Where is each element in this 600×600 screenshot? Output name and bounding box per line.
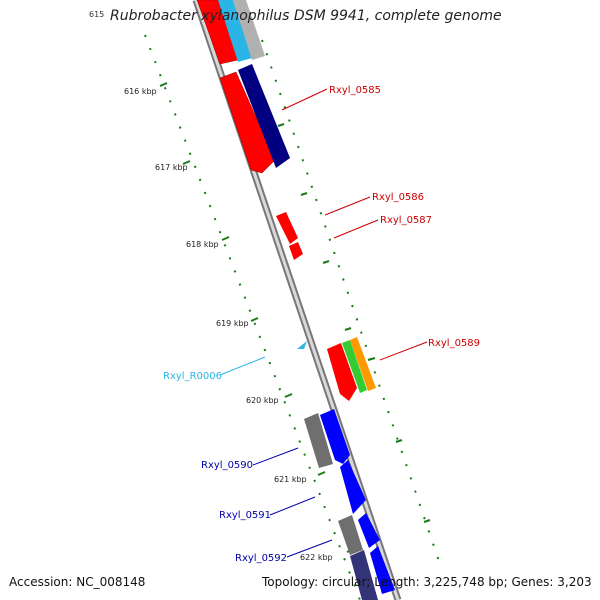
gene-rxyl-0585-navy[interactable] xyxy=(238,64,290,168)
accession-text: Accession: NC_008148 xyxy=(9,575,146,589)
gene-rxyl-0589-green[interactable] xyxy=(342,340,367,393)
gene-label-rxyl-r0006[interactable]: Rxyl_R0006 xyxy=(163,371,222,382)
gene-block-top-gray[interactable] xyxy=(233,0,265,60)
gene-bottom-navy[interactable] xyxy=(350,550,378,600)
corner-tick-label: 615 xyxy=(89,10,105,19)
gene-label-rxyl-0590[interactable]: Rxyl_0590 xyxy=(201,460,253,471)
kbp-label-620: 620 kbp xyxy=(246,396,279,405)
gene-label-rxyl-0586[interactable]: Rxyl_0586 xyxy=(372,192,424,203)
gene-rxyl-0589-red[interactable] xyxy=(327,343,357,401)
gene-label-rxyl-0587[interactable]: Rxyl_0587 xyxy=(380,215,432,226)
gene-rxyl-0587[interactable] xyxy=(289,242,303,260)
gene-rxyl-0589-orange[interactable] xyxy=(350,337,376,391)
gene-label-rxyl-0589[interactable]: Rxyl_0589 xyxy=(428,338,480,349)
inner-major-ticks xyxy=(277,123,431,523)
gene-block-top-cyan[interactable] xyxy=(218,0,252,62)
kbp-label-618: 618 kbp xyxy=(186,240,219,249)
kbp-label-616: 616 kbp xyxy=(124,87,157,96)
major-ticks xyxy=(159,82,355,553)
kbp-label-619: 619 kbp xyxy=(216,319,249,328)
gene-rxyl-0592-gray[interactable] xyxy=(338,515,363,555)
gene-label-rxyl-0592[interactable]: Rxyl_0592 xyxy=(235,553,287,564)
gene-rxyl-0586[interactable] xyxy=(276,212,298,244)
gene-rxyl-0590-gray[interactable] xyxy=(304,413,333,468)
gene-rxyl-0592-blue-b[interactable] xyxy=(370,546,395,594)
gene-rxyl-0592-blue-a[interactable] xyxy=(358,513,380,548)
gene-label-rxyl-0585[interactable]: Rxyl_0585 xyxy=(329,85,381,96)
leader-lines xyxy=(219,88,428,558)
genome-title: Rubrobacter xylanophilus DSM 9941, compl… xyxy=(110,8,502,24)
gene-rxyl-0590-blue[interactable] xyxy=(320,409,350,464)
gene-label-rxyl-0591[interactable]: Rxyl_0591 xyxy=(219,510,271,521)
topology-text: Topology: circular; Length: 3,225,748 bp… xyxy=(262,575,592,589)
kbp-label-622: 622 kbp xyxy=(300,553,333,562)
kbp-label-621: 621 kbp xyxy=(274,475,307,484)
kbp-label-617: 617 kbp xyxy=(155,163,188,172)
gene-rxyl-0585-red[interactable] xyxy=(219,71,276,174)
gene-rxyl-r0006[interactable] xyxy=(297,341,307,349)
gene-rxyl-0591-blue[interactable] xyxy=(340,460,366,514)
